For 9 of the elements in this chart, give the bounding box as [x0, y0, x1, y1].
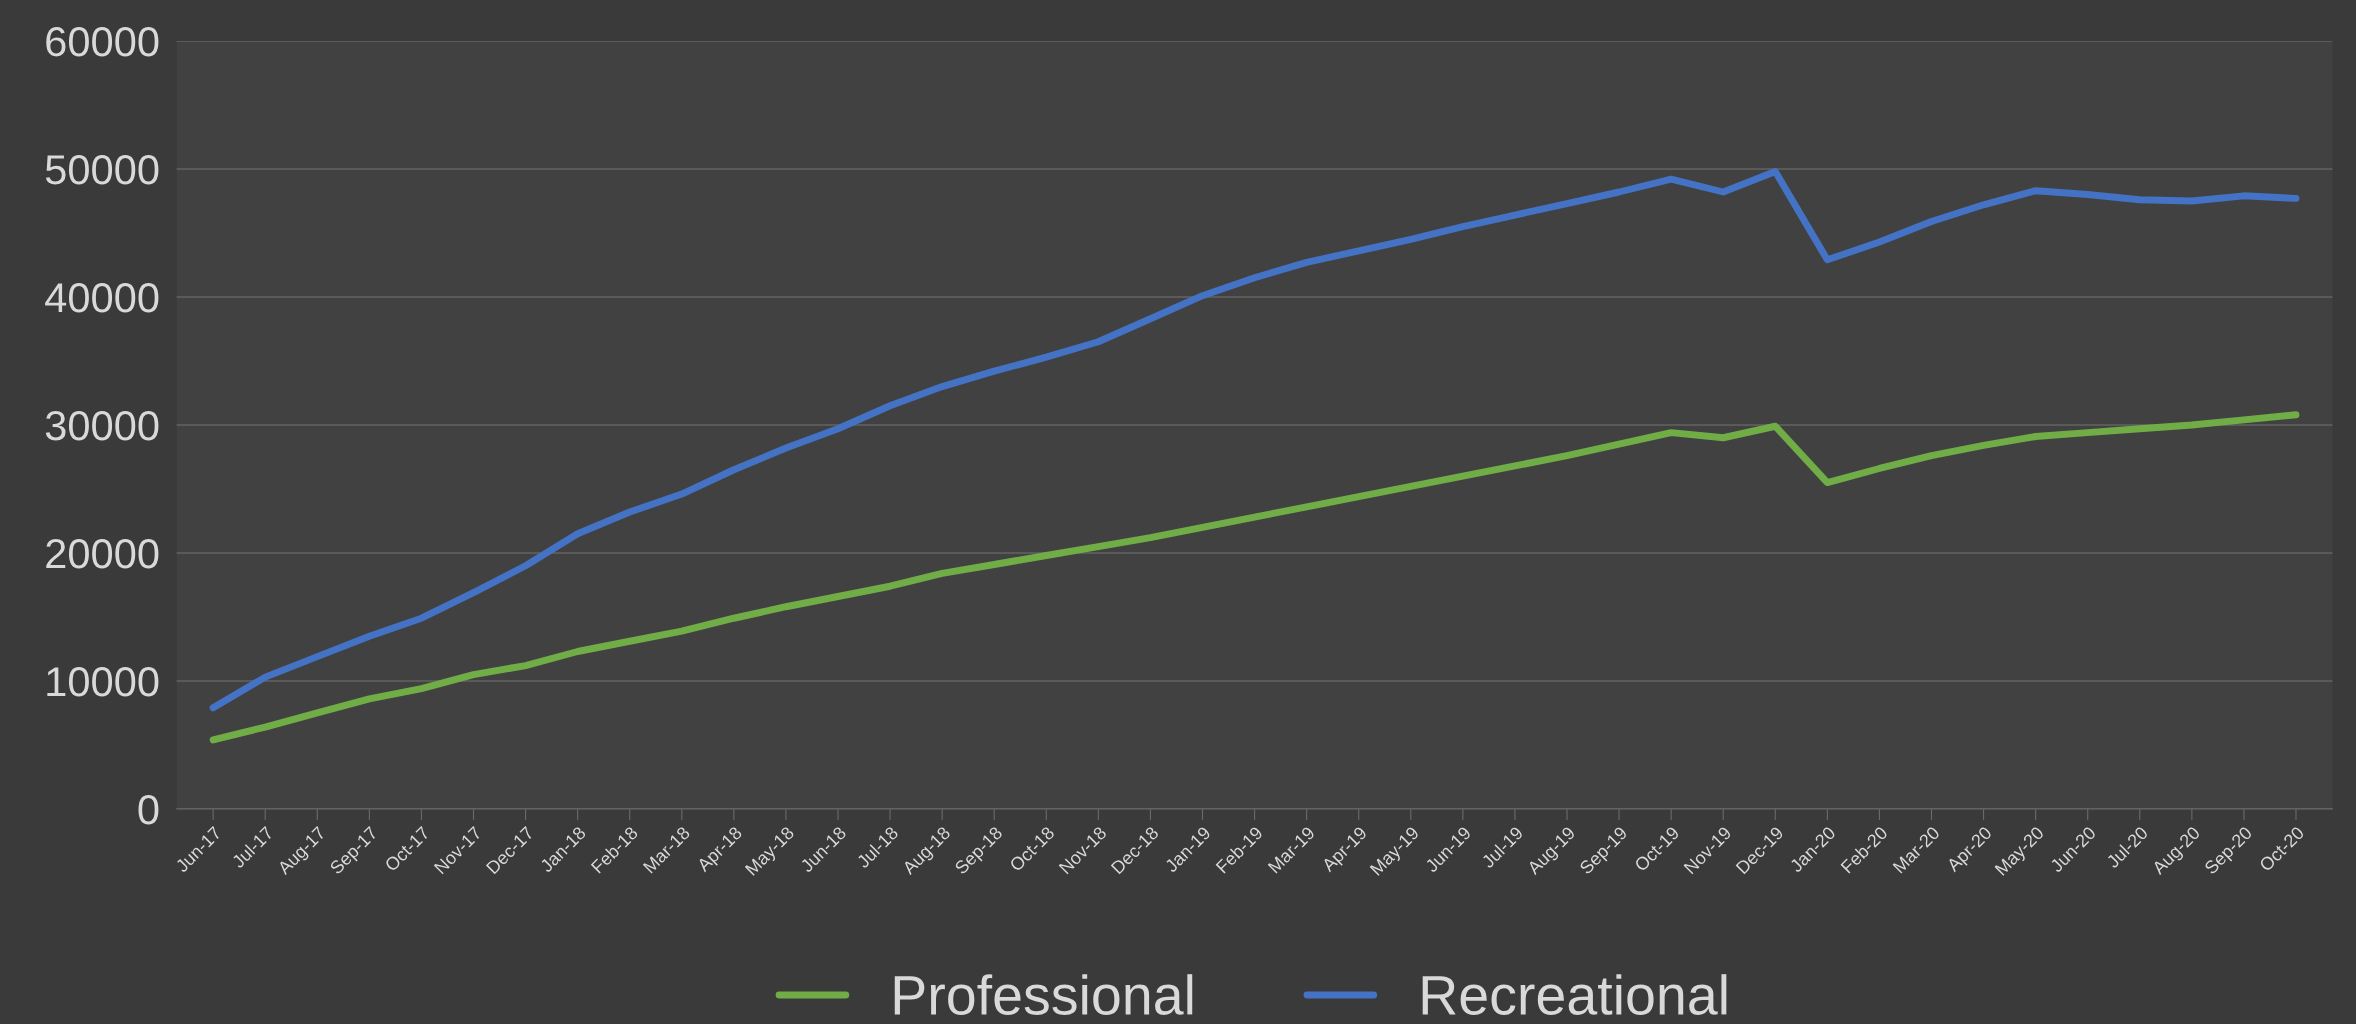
- legend-label: Recreational: [1422, 974, 1727, 1015]
- y-tick-label: 0: [138, 794, 159, 825]
- legend-label: Professional: [894, 974, 1193, 1015]
- y-tick-label: 10000: [47, 666, 159, 697]
- y-tick-label: 30000: [45, 410, 159, 441]
- y-tick-label: 40000: [45, 282, 159, 313]
- y-tick-label: 50000: [45, 154, 159, 185]
- y-tick-label: 20000: [46, 538, 159, 569]
- y-tick-label: 60000: [46, 26, 159, 57]
